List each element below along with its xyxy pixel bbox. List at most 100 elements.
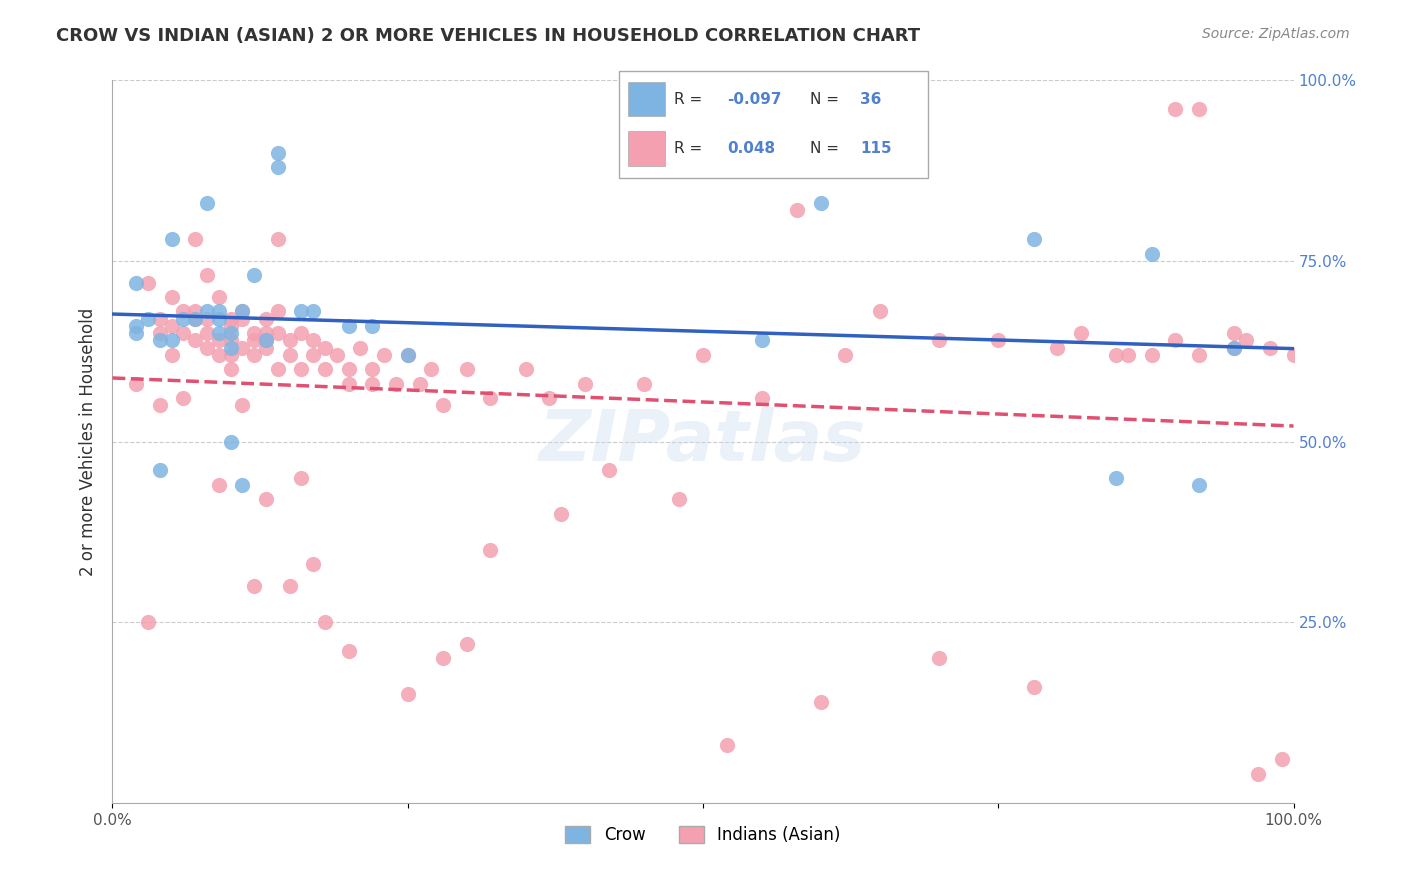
Point [231, 478, 253, 492]
Point [243, 334, 266, 348]
Point [1247, 767, 1270, 781]
Point [160, 348, 183, 362]
Point [254, 311, 277, 326]
Point [125, 276, 148, 290]
Text: CROW VS INDIAN (ASIAN) 2 OR MORE VEHICLES IN HOUSEHOLD CORRELATION CHART: CROW VS INDIAN (ASIAN) 2 OR MORE VEHICLE… [56, 27, 921, 45]
Point [149, 311, 172, 326]
Point [172, 326, 194, 340]
Point [149, 463, 172, 477]
Point [231, 304, 253, 318]
Point [928, 651, 950, 665]
Point [195, 268, 218, 283]
Point [1140, 246, 1163, 260]
Point [385, 376, 408, 391]
Point [751, 334, 773, 348]
Point [184, 334, 207, 348]
Point [668, 492, 690, 507]
Point [254, 326, 277, 340]
Point [278, 348, 301, 362]
Point [337, 376, 360, 391]
Point [208, 311, 231, 326]
Point [172, 304, 194, 318]
Point [219, 311, 242, 326]
FancyBboxPatch shape [628, 131, 665, 166]
Point [361, 362, 384, 376]
Point [184, 311, 207, 326]
Point [208, 348, 231, 362]
Point [267, 160, 290, 174]
Point [692, 348, 714, 362]
Point [1070, 326, 1092, 340]
Point [396, 687, 419, 701]
Y-axis label: 2 or more Vehicles in Household: 2 or more Vehicles in Household [79, 308, 97, 575]
Text: N =: N = [810, 141, 844, 156]
Point [1140, 348, 1163, 362]
Point [408, 376, 430, 391]
Point [326, 348, 349, 362]
Point [149, 334, 172, 348]
Point [479, 542, 502, 557]
FancyBboxPatch shape [628, 82, 665, 116]
Point [515, 362, 537, 376]
Text: 0.048: 0.048 [727, 141, 775, 156]
Point [314, 362, 336, 376]
Point [834, 348, 856, 362]
Point [1188, 478, 1211, 492]
Point [290, 326, 312, 340]
Point [267, 362, 290, 376]
Text: 36: 36 [860, 92, 882, 107]
Point [432, 398, 454, 412]
Point [550, 507, 572, 521]
Point [267, 326, 290, 340]
Point [598, 463, 620, 477]
Point [987, 334, 1010, 348]
Point [136, 276, 159, 290]
Point [219, 348, 242, 362]
Point [716, 738, 738, 752]
Point [337, 318, 360, 333]
Point [160, 334, 183, 348]
Point [456, 362, 478, 376]
Point [538, 391, 561, 405]
Point [869, 304, 891, 318]
Point [337, 644, 360, 658]
Point [172, 311, 194, 326]
Point [125, 376, 148, 391]
Point [208, 290, 231, 304]
Point [243, 348, 266, 362]
Point [267, 145, 290, 160]
Point [219, 434, 242, 449]
Point [208, 304, 231, 318]
Point [195, 311, 218, 326]
Point [136, 615, 159, 630]
Point [290, 362, 312, 376]
Point [1188, 102, 1211, 116]
Point [267, 232, 290, 246]
Point [195, 326, 218, 340]
Point [125, 318, 148, 333]
Point [420, 362, 443, 376]
Point [1234, 334, 1257, 348]
Point [208, 334, 231, 348]
Text: R =: R = [675, 92, 707, 107]
Point [290, 304, 312, 318]
Point [290, 470, 312, 484]
Point [1258, 341, 1281, 355]
Point [195, 196, 218, 211]
Point [219, 334, 242, 348]
Point [231, 398, 253, 412]
Point [302, 334, 325, 348]
Legend: Crow, Indians (Asian): Crow, Indians (Asian) [557, 817, 849, 852]
Point [1271, 752, 1294, 766]
Point [160, 290, 183, 304]
Point [231, 304, 253, 318]
Point [231, 341, 253, 355]
Point [1022, 232, 1045, 246]
Point [243, 268, 266, 283]
Point [267, 304, 290, 318]
Point [149, 398, 172, 412]
Text: ZIPatlas: ZIPatlas [540, 407, 866, 476]
Text: N =: N = [810, 92, 844, 107]
Point [243, 326, 266, 340]
Point [208, 478, 231, 492]
